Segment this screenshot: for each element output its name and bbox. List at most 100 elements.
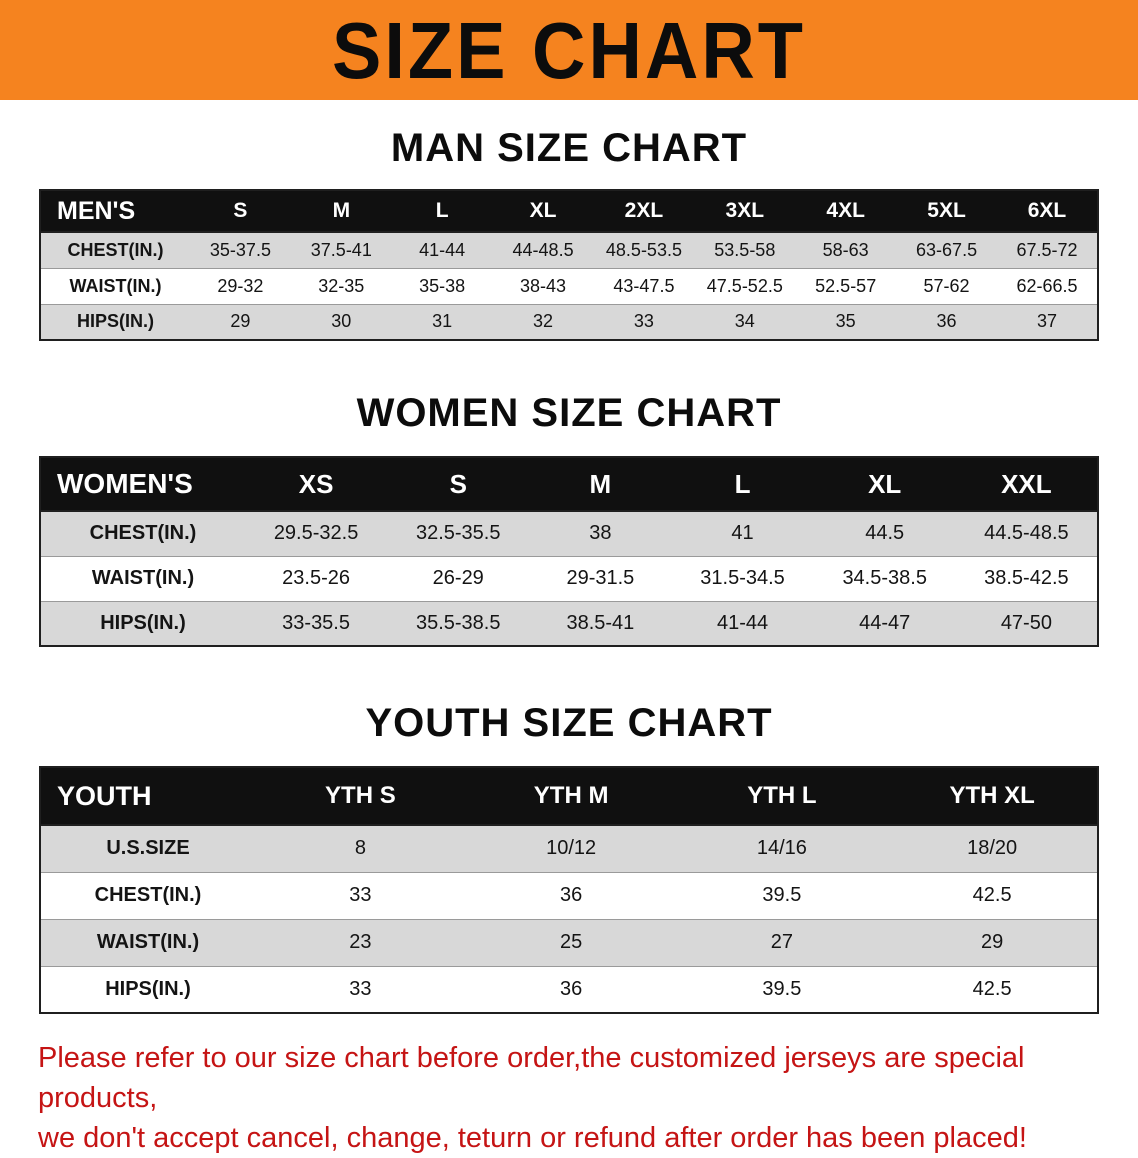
size-value-cell: 33-35.5	[282, 611, 350, 634]
size-value-cell: 8	[354, 837, 366, 860]
table-row: U.S.SIZE 8 10/12 14/16 18/20	[40, 825, 1098, 872]
size-value-cell: 32.5-35.5	[415, 522, 501, 545]
size-column-header: YTH M	[465, 767, 677, 826]
size-value-cell: 34.5-38.5	[842, 567, 927, 589]
size-value-cell: 32-35	[318, 275, 365, 296]
size-value-cell: 23.5-26	[282, 567, 350, 589]
size-value-cell: 32	[533, 311, 554, 332]
size-value-cell: 35-38	[419, 275, 466, 296]
size-column-header: 6XL	[997, 190, 1098, 233]
size-value-cell: 43-47.5	[613, 275, 675, 296]
size-value-cell: 44-48.5	[512, 239, 574, 260]
size-value-cell: 39.5	[762, 884, 802, 906]
size-column-header: M	[529, 457, 672, 512]
youth-section-heading: YOUTH SIZE CHART	[365, 701, 773, 745]
size-value-cell: 29-32	[217, 275, 264, 296]
table-row: CHEST(IN.) 35-37.5 37.5-41 41-44 44-48.5 48.5…	[40, 232, 1098, 268]
women-section-heading: WOMEN SIZE CHART	[356, 391, 782, 435]
size-value-cell: 31	[432, 311, 453, 332]
size-value-cell: 48.5-53.5	[605, 239, 682, 260]
table-row: WAIST(IN.) 29-32 32-35 35-38 38-43 43-47.5 47.…	[40, 268, 1098, 304]
row-label: WAIST(IN.)	[91, 567, 195, 589]
size-value-cell: 39.5	[762, 977, 802, 1000]
size-value-cell: 62-66.5	[1016, 275, 1078, 296]
women-size-table: WOMEN'S XS S M L XL XXL CHEST(IN.) 29.5-32.5 32.5…	[39, 456, 1099, 647]
size-value-cell: 67.5-72	[1016, 239, 1078, 260]
table-corner-label: YOUTH	[40, 767, 255, 826]
table-row: CHEST(IN.) 29.5-32.5 32.5-35.5 38 41 44.5 44.5…	[40, 511, 1098, 556]
row-label: CHEST(IN.)	[89, 522, 197, 545]
size-value-cell: 36	[560, 977, 583, 1000]
size-column-header: XXL	[955, 457, 1098, 512]
size-value-cell: 34	[734, 311, 755, 332]
size-column-header: 2XL	[593, 190, 695, 233]
size-value-cell: 18/20	[967, 837, 1018, 860]
size-value-cell: 47-50	[1000, 611, 1052, 634]
size-column-header: YTH XL	[887, 767, 1098, 826]
size-value-cell: 47.5-52.5	[706, 275, 783, 296]
size-value-cell: 36	[936, 311, 957, 332]
size-value-cell: 38-43	[520, 275, 567, 296]
size-value-cell: 52.5-57	[815, 275, 877, 296]
size-value-cell: 44.5	[865, 522, 905, 545]
page-title: SIZE CHART	[332, 5, 806, 95]
size-value-cell: 38.5-42.5	[984, 567, 1069, 589]
size-column-header: XL	[492, 190, 594, 233]
size-value-cell: 37.5-41	[310, 239, 372, 260]
table-row: HIPS(IN.) 33 36 39.5 42.5	[40, 966, 1098, 1013]
size-column-header: L	[391, 190, 493, 233]
size-value-cell: 35.5-38.5	[415, 611, 501, 634]
size-value-cell: 25	[560, 931, 583, 953]
size-value-cell: 44-47	[859, 611, 911, 634]
size-value-cell: 35	[835, 311, 856, 332]
size-column-header: S	[387, 457, 530, 512]
row-label: HIPS(IN.)	[105, 977, 191, 1000]
youth-size-table: YOUTH YTH S YTH M YTH L YTH XL U.S.SIZE 8 10/12…	[39, 766, 1099, 1014]
row-label: WAIST(IN.)	[96, 931, 200, 953]
size-column-header: M	[290, 190, 392, 233]
youth-size-section: YOUTH SIZE CHART YOUTH YTH S YTH M YTH L YTH…	[0, 701, 1138, 1014]
row-label: CHEST(IN.)	[67, 239, 164, 260]
size-value-cell: 14/16	[756, 837, 807, 860]
size-value-cell: 36	[560, 884, 583, 906]
size-value-cell: 38	[589, 522, 612, 545]
size-value-cell: 42.5	[972, 977, 1012, 1000]
size-value-cell: 63-67.5	[916, 239, 978, 260]
men-size-section: MAN SIZE CHART MEN'S S M L XL 2XL 3XL 4XL 5XL 6XL…	[0, 126, 1138, 341]
row-label: WAIST(IN.)	[69, 275, 162, 296]
size-value-cell: 38.5-41	[566, 611, 635, 634]
size-value-cell: 10/12	[546, 837, 597, 860]
row-label: CHEST(IN.)	[94, 884, 202, 906]
notice-line-2: we don't accept cancel, change, teturn o…	[38, 1122, 1027, 1155]
men-size-table: MEN'S S M L XL 2XL 3XL 4XL 5XL 6XL CHEST(IN.) 35-37…	[39, 189, 1099, 341]
size-value-cell: 33	[349, 884, 372, 906]
table-row: HIPS(IN.) 29 30 31 32 33 34 35 36 37	[40, 304, 1098, 340]
women-size-section: WOMEN SIZE CHART WOMEN'S XS S M L XL XXL CHEST(…	[0, 391, 1138, 647]
size-value-cell: 33	[349, 977, 372, 1000]
table-corner-label: MEN'S	[40, 190, 190, 233]
size-column-header: XL	[813, 457, 956, 512]
size-value-cell: 26-29	[432, 567, 484, 589]
size-value-cell: 31.5-34.5	[700, 567, 785, 589]
size-column-header: S	[190, 190, 291, 233]
size-value-cell: 29	[981, 931, 1004, 953]
table-row: HIPS(IN.) 33-35.5 35.5-38.5 38.5-41 41-44 44-…	[40, 601, 1098, 646]
size-column-header: XS	[245, 457, 388, 512]
table-row: CHEST(IN.) 33 36 39.5 42.5	[40, 872, 1098, 919]
row-label: HIPS(IN.)	[100, 611, 186, 634]
size-value-cell: 27	[770, 931, 793, 953]
size-value-cell: 44.5-48.5	[984, 522, 1069, 545]
size-column-header: YTH S	[255, 767, 466, 826]
size-value-cell: 37	[1036, 311, 1058, 332]
size-value-cell: 23	[349, 931, 372, 953]
size-value-cell: 42.5	[972, 884, 1012, 906]
size-value-cell: 41-44	[716, 611, 769, 634]
size-column-header: L	[671, 457, 814, 512]
size-column-header: 3XL	[694, 190, 796, 233]
size-value-cell: 29-31.5	[566, 567, 635, 589]
title-banner: SIZE CHART	[0, 0, 1138, 100]
size-value-cell: 29	[230, 311, 251, 332]
size-value-cell: 30	[331, 311, 352, 332]
size-column-header: YTH L	[676, 767, 888, 826]
